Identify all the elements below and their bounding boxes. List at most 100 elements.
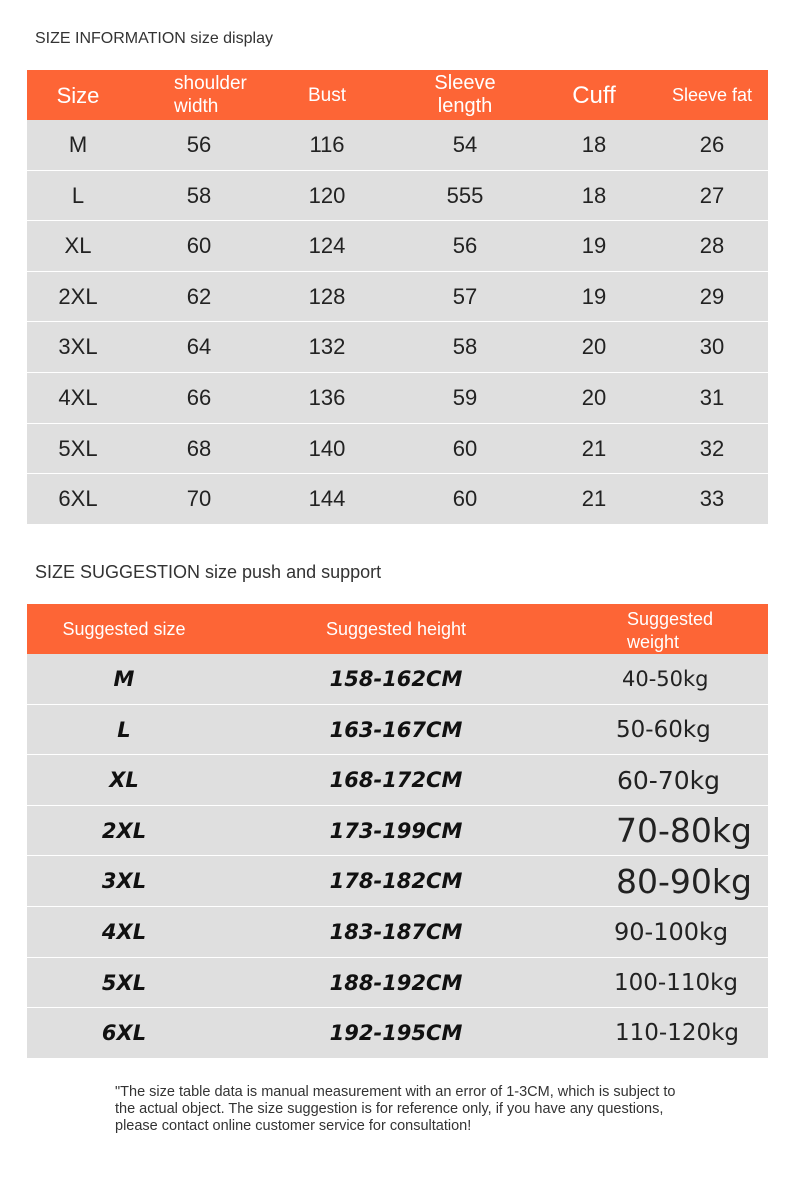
table-cell: 136 xyxy=(308,384,346,410)
table-cell: 68 xyxy=(186,435,212,461)
table-cell: 183-187CM xyxy=(329,919,463,944)
column-header: Bust xyxy=(307,84,347,106)
table-cell: 158-162CM xyxy=(329,667,463,691)
table-cell: 132 xyxy=(308,334,346,360)
table-cell: 555 xyxy=(446,182,484,208)
table-cell: 58 xyxy=(452,334,478,360)
table-cell: 56 xyxy=(186,132,212,157)
table-cell: 90-100kg xyxy=(614,917,729,946)
table-cell: 168-172CM xyxy=(329,768,463,793)
table-cell: 20 xyxy=(581,384,607,410)
table-cell: XL xyxy=(64,233,92,259)
table-cell: 20 xyxy=(581,334,607,360)
table-cell: 58 xyxy=(186,182,212,208)
column-header: Suggested weight xyxy=(627,609,714,652)
table-cell: M xyxy=(68,132,88,157)
table-cell: 128 xyxy=(308,283,346,309)
table-cell: 163-167CM xyxy=(329,717,463,742)
table-cell: 33 xyxy=(699,486,725,512)
table-cell: 144 xyxy=(308,486,346,512)
table-cell: 140 xyxy=(308,435,346,461)
table-cell: 120 xyxy=(308,182,346,208)
table-cell: 3XL xyxy=(58,334,98,360)
table-cell: 18 xyxy=(581,132,607,157)
table-cell: 30 xyxy=(699,334,725,360)
table-row: XL 60 124 56 19 28 xyxy=(27,221,768,272)
table-cell: 19 xyxy=(581,233,607,259)
table-cell: 50-60kg xyxy=(616,716,711,743)
size-info-title: SIZE INFORMATION size display xyxy=(35,30,273,47)
table-row: L 163-167CM 50-60kg xyxy=(27,704,768,756)
table-row: 3XL 64 132 58 20 30 xyxy=(27,322,768,373)
table-cell: 70-80kg xyxy=(616,811,752,851)
table-row: 5XL 188-192CM 100-110kg xyxy=(27,957,768,1009)
table-cell: 4XL xyxy=(58,384,98,410)
table-cell: 60 xyxy=(452,435,478,461)
table-cell: 173-199CM xyxy=(329,818,463,843)
table-cell: L xyxy=(71,182,85,208)
table-cell: 29 xyxy=(699,283,725,309)
table-row: M 56 116 54 18 26 xyxy=(27,120,768,171)
table-cell: 26 xyxy=(699,132,725,157)
table-cell: 188-192CM xyxy=(329,970,463,995)
table-cell: 110-120kg xyxy=(615,1020,740,1047)
table-row: XL 168-172CM 60-70kg xyxy=(27,755,768,806)
table-row: M 158-162CM 40-50kg xyxy=(27,654,768,705)
table-cell: 192-195CM xyxy=(329,1021,463,1046)
column-header: Sleeve fat xyxy=(671,84,753,105)
table-cell: 4XL xyxy=(101,919,147,944)
table-cell: 59 xyxy=(452,384,478,410)
table-row: 6XL 70 144 60 21 33 xyxy=(27,474,768,524)
disclaimer-note: "The size table data is manual measureme… xyxy=(115,1084,676,1134)
table-cell: 21 xyxy=(581,486,607,512)
table-cell: 2XL xyxy=(58,283,98,309)
table-cell: M xyxy=(113,667,135,691)
table-cell: 62 xyxy=(186,283,212,309)
table-cell: 6XL xyxy=(58,486,98,512)
table-cell: 3XL xyxy=(101,869,147,894)
table-cell: 66 xyxy=(186,384,212,410)
table-cell: 27 xyxy=(699,182,725,208)
table-cell: 57 xyxy=(452,283,478,309)
table-cell: 5XL xyxy=(101,970,147,995)
table-cell: 5XL xyxy=(58,435,98,461)
table-cell: 124 xyxy=(308,233,346,259)
table-cell: 2XL xyxy=(101,818,147,843)
table-cell: 32 xyxy=(699,435,725,461)
table-cell: 21 xyxy=(581,435,607,461)
table-cell: 178-182CM xyxy=(329,869,463,894)
table-cell: 60-70kg xyxy=(617,765,720,795)
size-suggestion-title: SIZE SUGGESTION size push and support xyxy=(35,562,382,582)
column-header: Cuff xyxy=(572,81,616,109)
table-cell: 80-90kg xyxy=(616,861,752,901)
table-row: 4XL 66 136 59 20 31 xyxy=(27,372,768,424)
table-cell: 56 xyxy=(452,233,478,259)
table-header: Suggested size Suggested height Suggested … xyxy=(27,604,768,654)
column-header: Sleeve length xyxy=(434,72,496,117)
table-cell: 40-50kg xyxy=(622,667,709,691)
table-cell: 116 xyxy=(309,132,345,157)
size-info-table: Size shoulder width Bust Sleeve length Cuff S… xyxy=(27,70,768,524)
table-row: 2XL 173-199CM 70-80kg xyxy=(27,805,768,857)
table-cell: 28 xyxy=(699,233,725,259)
table-cell: XL xyxy=(109,768,139,793)
column-header: Size xyxy=(56,82,100,108)
table-cell: 18 xyxy=(581,182,607,208)
table-cell: 6XL xyxy=(101,1021,147,1046)
table-row: 4XL 183-187CM 90-100kg xyxy=(27,906,768,958)
table-cell: 60 xyxy=(452,486,478,512)
table-cell: 31 xyxy=(699,384,725,410)
table-row: L 58 120 555 18 27 xyxy=(27,170,768,222)
table-cell: 70 xyxy=(186,486,212,512)
table-header: Size shoulder width Bust Sleeve length Cuff S… xyxy=(27,70,768,120)
table-cell: L xyxy=(117,717,131,742)
table-row: 6XL 192-195CM 110-120kg xyxy=(27,1008,768,1058)
column-header: shoulder width xyxy=(174,73,247,117)
column-header: Suggested size xyxy=(62,618,186,639)
table-row: 5XL 68 140 60 21 32 xyxy=(27,423,768,475)
table-cell: 64 xyxy=(186,334,212,360)
table-row: 3XL 178-182CM 80-90kg xyxy=(27,856,768,907)
column-header: Suggested height xyxy=(325,618,467,639)
table-cell: 19 xyxy=(581,283,607,309)
table-cell: 54 xyxy=(452,132,478,157)
